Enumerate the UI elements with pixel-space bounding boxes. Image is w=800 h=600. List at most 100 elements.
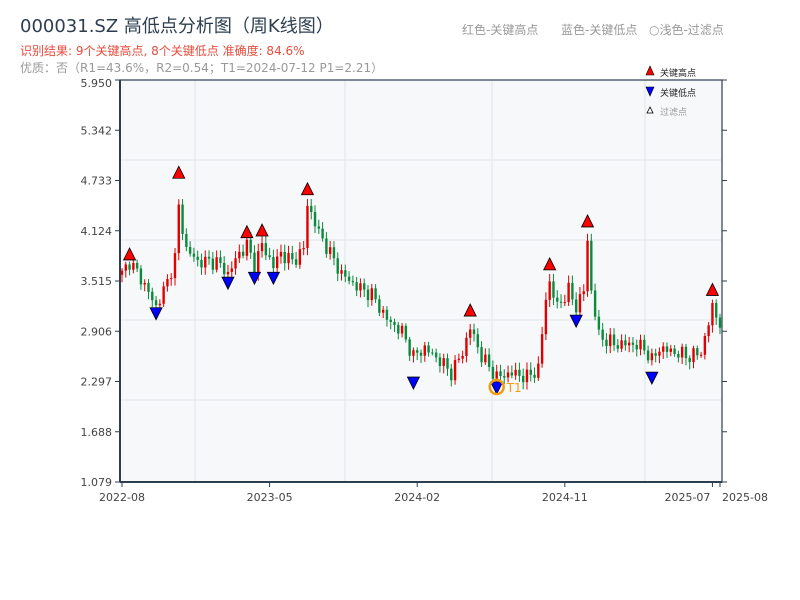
candle-body [696,348,699,356]
candle [624,334,627,351]
candle [540,326,544,368]
candle-body [495,371,498,379]
candle [366,285,370,308]
candle-body [272,257,275,269]
candle-body [264,243,268,256]
x-tick-label: 2023-05 [247,491,293,504]
plot-area [120,80,722,482]
y-tick-label: 3.515 [81,275,113,288]
candle [139,265,143,290]
candle-body [639,339,642,350]
y-tick-label: 2.906 [81,325,113,338]
candle [166,274,169,292]
candle [321,222,324,242]
candle-body [423,345,426,356]
candle [537,356,540,381]
result-summary: 识别结果: 9个关键高点, 8个关键低点 准确度: 84.6% [20,44,305,58]
candle [211,251,215,275]
candle [612,328,616,351]
candle-body [378,299,381,313]
key-low-marker [221,276,235,291]
candle [378,295,381,317]
candle [559,294,563,309]
candle-body [139,268,143,285]
key-low-marker [406,376,421,390]
candle-body [650,353,654,361]
candle-body [313,211,317,227]
hint-red: 红色-关键高点 [462,23,539,37]
candle-body [427,345,430,353]
candle [461,350,464,364]
x-tick-label: 2025-07 [664,491,710,504]
candle-body [408,339,411,356]
key-low-marker [645,371,659,385]
candle [544,292,548,341]
candle [476,328,479,354]
candle [332,241,336,266]
candle-body [510,372,514,376]
candle [510,365,514,379]
key-low-marker [149,307,163,321]
candle [268,247,271,260]
key-high-marker [580,214,595,228]
candle-body [457,358,461,361]
candle-body [529,369,532,375]
t1-ring [488,378,505,396]
candle-body [559,301,563,303]
candle-body [283,251,286,264]
key-low-marker [266,271,281,286]
candle-body [476,334,479,348]
candle [582,284,585,302]
candle-body [646,350,650,361]
candle [688,355,691,370]
candle [344,264,347,283]
candle [128,261,131,276]
hint-light: ○浅色-过滤点 [649,23,724,37]
candle [571,275,574,306]
candle-body [204,256,207,268]
key-high-marker [172,165,186,179]
candle [616,339,620,353]
candle [514,362,517,380]
x-tick-label: 2024-11 [542,491,588,504]
candle-body [249,239,252,253]
candle-body [616,345,620,349]
candle [480,341,483,367]
candle-body [344,270,347,277]
candle [355,277,358,297]
candle [438,353,442,373]
candle [609,328,612,354]
candle-body [472,329,476,335]
candle-body [192,253,196,257]
candle [665,342,669,358]
candle [597,309,601,336]
candle-body [412,350,415,356]
candle [215,250,218,273]
candle-body [711,303,714,326]
candle [654,348,657,363]
candle [177,199,180,261]
candle-body [552,281,555,298]
candle-body [563,302,567,304]
candle-body [620,340,623,349]
candle-body [654,353,657,356]
candle-body [469,329,472,338]
candle [620,334,623,352]
candle-body [521,375,525,383]
candle-body [177,204,180,254]
x-tick-label: 2024-02 [394,491,440,504]
candle-body [548,281,551,300]
candle [374,284,377,304]
y-tick-label: 4.124 [81,225,113,238]
legend-label: 关键高点 [660,67,696,79]
candle [124,261,127,278]
candle-body [188,246,192,254]
candle-body [601,329,604,340]
candle-body [499,371,502,377]
candle [313,205,317,234]
legend-high-icon [645,65,655,76]
candle [434,348,438,363]
candle-body [662,346,665,352]
candle-body [450,368,453,381]
candle [283,244,286,271]
